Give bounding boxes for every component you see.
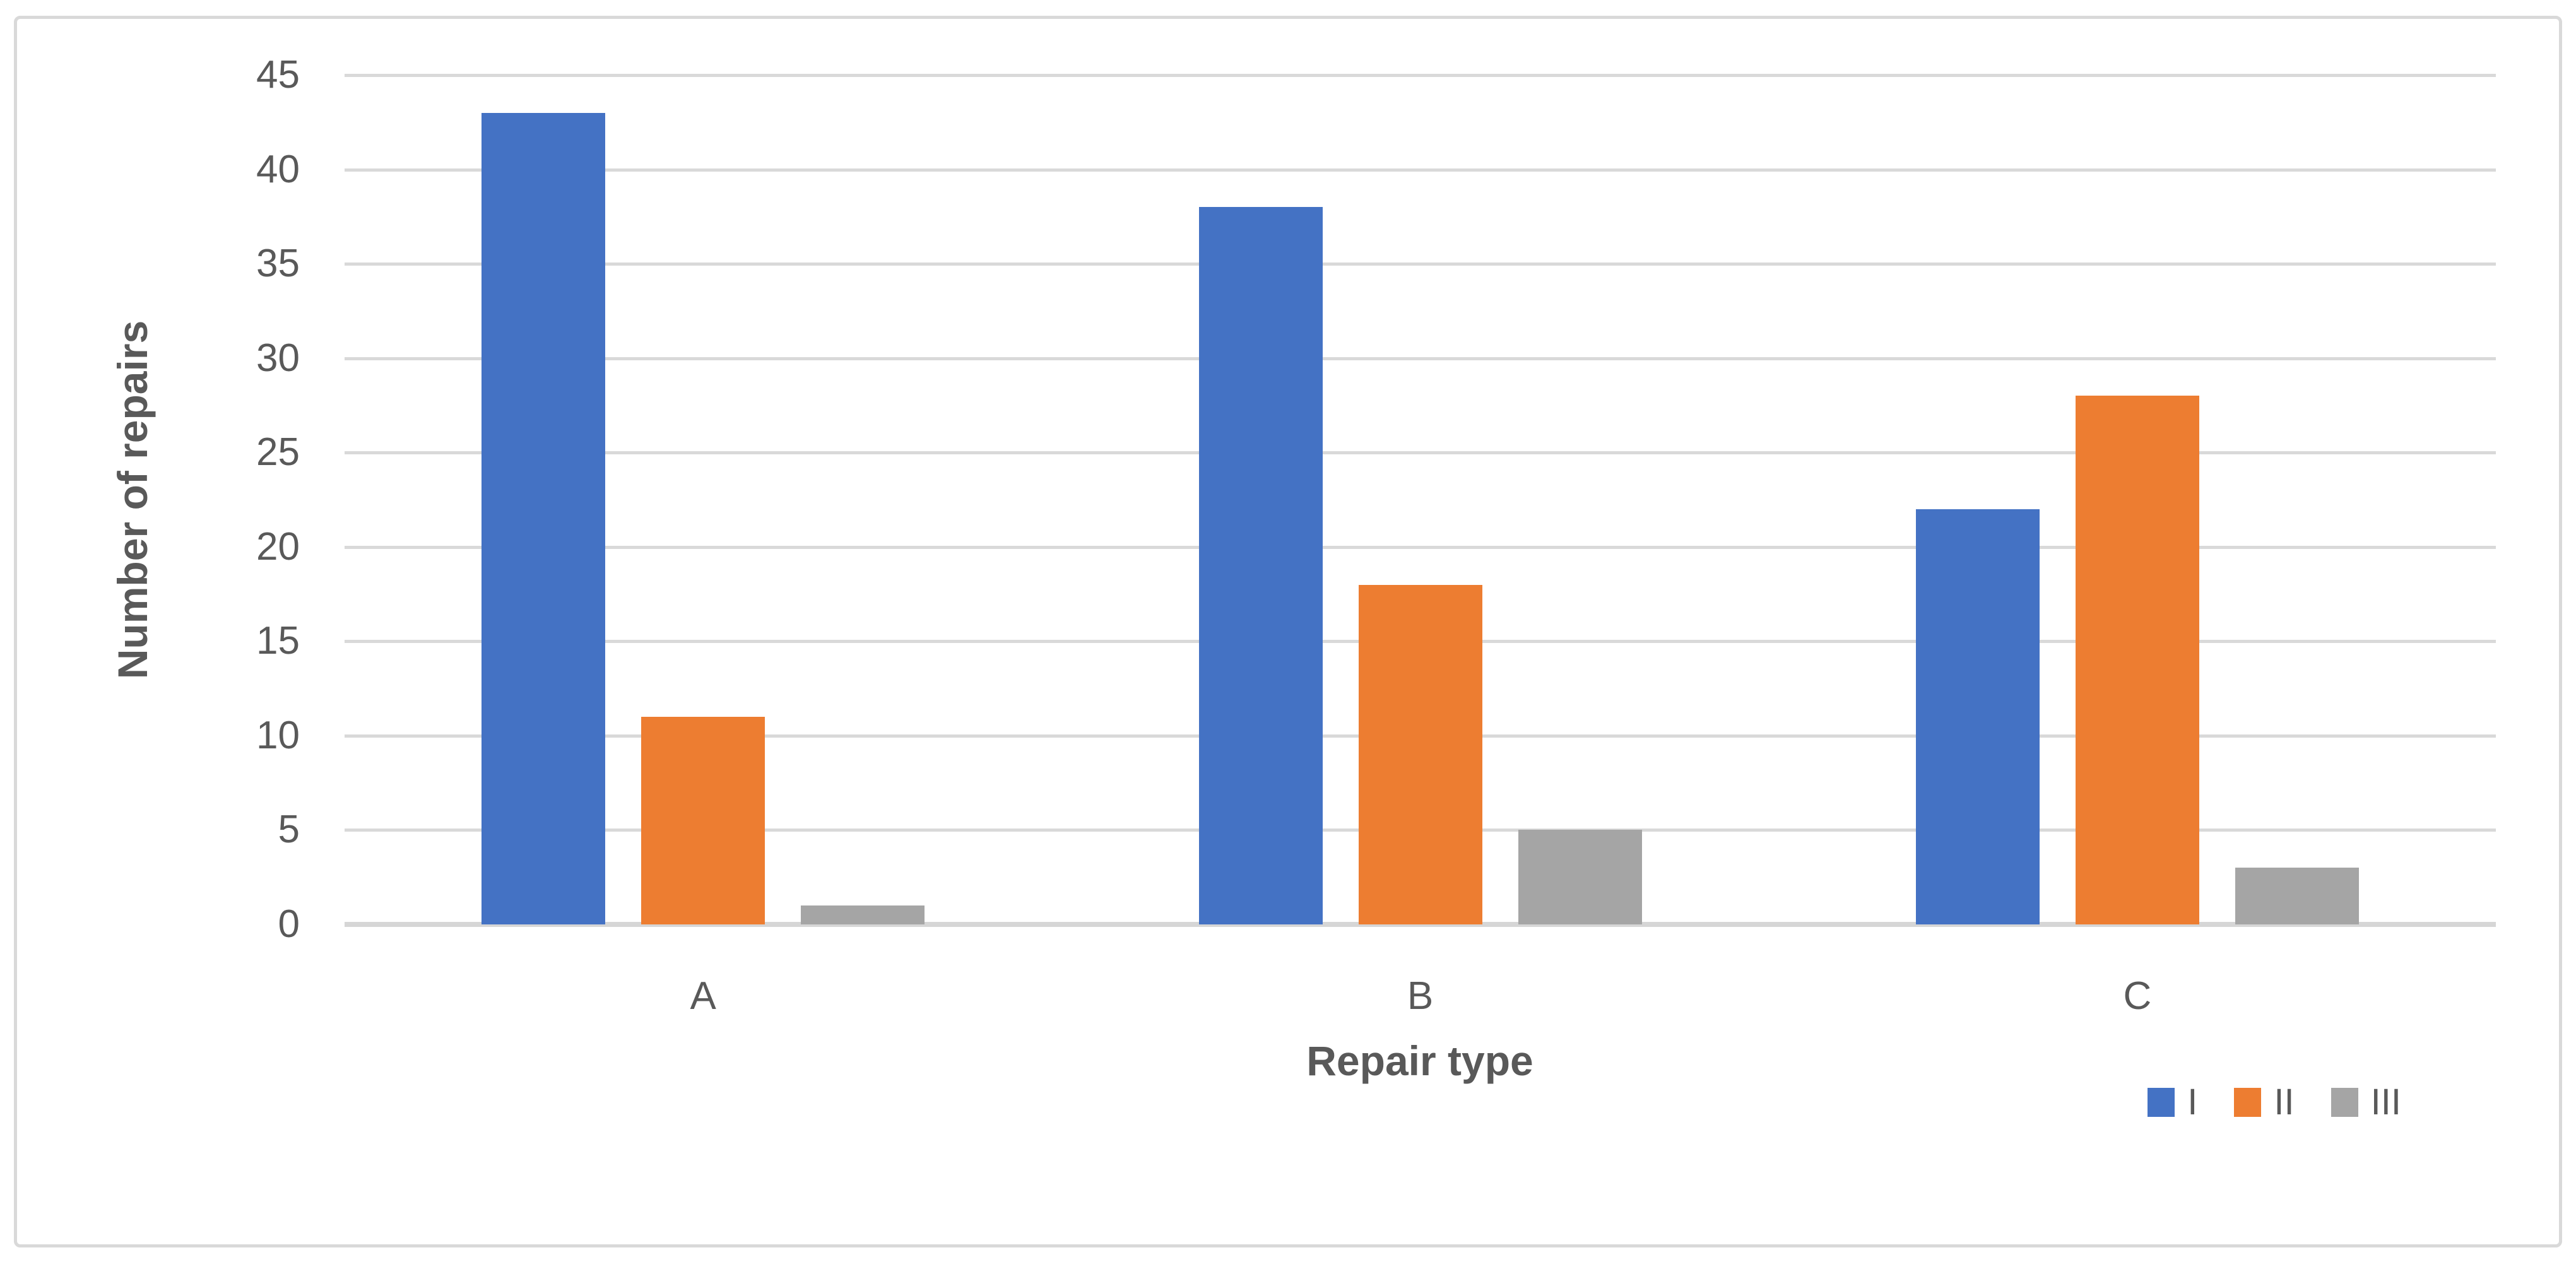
x-category-label-B: B (1407, 974, 1434, 1018)
y-tick-label-20: 20 (256, 524, 300, 569)
gridline-40 (345, 168, 2496, 172)
y-tick-label-0: 0 (278, 902, 300, 946)
x-axis-line (345, 922, 2496, 927)
legend-swatch-I (2148, 1088, 2175, 1117)
plot-area: 0 5 10 15 20 25 30 35 40 45 A B C (17, 19, 2559, 1244)
y-axis-title: Number of repairs (109, 320, 156, 680)
legend-swatch-II (2234, 1088, 2262, 1117)
bar-III-A (801, 905, 925, 924)
y-tick-label-5: 5 (278, 808, 300, 852)
bar-II-B (1358, 584, 1482, 924)
legend-label-II: II (2274, 1082, 2295, 1123)
legend-swatch-III (2331, 1088, 2358, 1117)
bar-III-C (2235, 868, 2359, 924)
bar-II-C (2075, 396, 2199, 924)
gridline-30 (345, 357, 2496, 360)
gridline-25 (345, 451, 2496, 455)
legend-item-III: III (2331, 1084, 2401, 1121)
legend-item-II: II (2234, 1082, 2295, 1123)
bar-I-B (1198, 207, 1323, 924)
bar-III-B (1518, 830, 1642, 924)
bar-I-A (482, 112, 606, 924)
legend: I II III (2148, 1084, 2401, 1121)
y-tick-label-45: 45 (256, 53, 300, 97)
x-category-label-C: C (2123, 974, 2152, 1018)
y-tick-label-10: 10 (256, 713, 300, 757)
y-tick-label-30: 30 (256, 336, 300, 380)
x-category-label-A: A (690, 974, 716, 1018)
legend-item-I: I (2148, 1084, 2197, 1121)
bar-II-A (641, 716, 765, 924)
chart-frame: 0 5 10 15 20 25 30 35 40 45 A B C Number of repairs … (14, 16, 2562, 1247)
gridline-45 (345, 74, 2496, 77)
y-tick-label-40: 40 (256, 147, 300, 191)
legend-label-III: III (2370, 1082, 2401, 1123)
gridline-20 (345, 545, 2496, 549)
y-tick-label-15: 15 (256, 619, 300, 663)
y-tick-label-35: 35 (256, 242, 300, 286)
y-tick-label-25: 25 (256, 430, 300, 475)
legend-label-I: I (2187, 1082, 2198, 1123)
bar-I-C (1915, 509, 2040, 924)
gridline-35 (345, 262, 2496, 266)
x-axis-title: Repair type (1306, 1037, 1533, 1084)
